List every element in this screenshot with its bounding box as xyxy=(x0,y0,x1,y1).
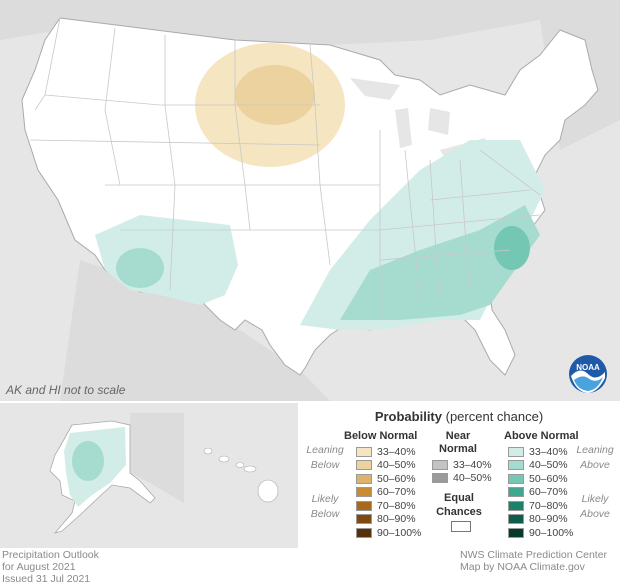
equal-chances-swatch xyxy=(451,521,471,532)
footer-title: Precipitation Outlook for August 2021 Is… xyxy=(2,549,99,585)
below-normal-item: 33–40% xyxy=(356,445,416,458)
above-normal-50-60-carolinas xyxy=(494,226,530,270)
mexico-land xyxy=(60,260,330,401)
outlook-title: Precipitation Outlook xyxy=(2,549,99,561)
above-normal-swatch xyxy=(508,446,524,457)
above-normal-label: 70–80% xyxy=(529,499,568,512)
below-normal-label: 40–50% xyxy=(377,459,416,471)
above-normal-label: 60–70% xyxy=(529,486,568,498)
below-normal-item: 80–90% xyxy=(356,513,416,526)
above-normal-item: 50–60% xyxy=(508,472,568,485)
below-normal-label: 50–60% xyxy=(377,472,416,485)
scale-note: AK and HI not to scale xyxy=(6,383,126,397)
below-normal-40-50 xyxy=(235,65,315,125)
below-normal-label: 80–90% xyxy=(377,513,416,525)
above-normal-item: 40–50% xyxy=(508,459,568,472)
near-normal-heading: Near Normal xyxy=(438,430,478,456)
below-normal-label: 90–100% xyxy=(377,526,422,539)
above-normal-item: 80–90% xyxy=(508,513,568,526)
likely-above-label: Likely Above xyxy=(570,492,620,522)
hawaii-islands xyxy=(203,447,279,503)
lake-superior xyxy=(350,78,400,100)
below-normal-swatch xyxy=(356,460,372,470)
likely-above-label-2: Above xyxy=(580,508,610,520)
below-normal-item: 40–50% xyxy=(356,459,416,472)
below-normal-label: 60–70% xyxy=(377,486,416,498)
conus-map xyxy=(21,17,599,401)
noaa-logo: NOAA xyxy=(569,355,607,393)
above-normal-item: 33–40% xyxy=(508,445,568,458)
noaa-logo-text: NOAA xyxy=(576,363,600,372)
below-normal-item: 90–100% xyxy=(356,526,421,539)
below-normal-item: 50–60% xyxy=(356,472,416,485)
credit-climate-gov: Map by NOAA Climate.gov xyxy=(460,561,585,573)
issued-date: Issued 31 Jul 2021 xyxy=(2,573,91,585)
above-normal-swatch xyxy=(508,460,524,470)
below-normal-item: 60–70% xyxy=(356,486,416,499)
near-normal-swatch xyxy=(432,459,448,470)
above-normal-item: 90–100% xyxy=(508,526,573,539)
below-normal-swatch xyxy=(356,473,372,484)
near-normal-heading-2: Normal xyxy=(439,443,477,455)
above-normal-label: 90–100% xyxy=(529,526,574,539)
equal-chances-label-2: Chances xyxy=(436,506,482,518)
leaning-above-label-1: Leaning xyxy=(576,444,614,456)
near-normal-swatch xyxy=(432,473,448,483)
below-normal-item: 70–80% xyxy=(356,499,416,512)
leaning-above-label-2: Above xyxy=(580,459,610,471)
lake-michigan xyxy=(395,108,412,148)
above-normal-40-50-arizona xyxy=(116,248,164,288)
near-normal-label: 40–50% xyxy=(453,472,492,484)
above-normal-item: 60–70% xyxy=(508,486,568,499)
legend: Probability (percent chance) Below Norma… xyxy=(298,403,620,548)
below-normal-label: 33–40% xyxy=(377,445,416,458)
alaska-inset xyxy=(0,403,184,548)
above-normal-label: 40–50% xyxy=(529,459,568,471)
above-normal-swatch xyxy=(508,473,524,484)
above-normal-swatch xyxy=(508,527,524,538)
likely-below-label-2: Below xyxy=(310,508,340,520)
legend-title: Probability (percent chance) xyxy=(298,409,620,424)
above-normal-label: 80–90% xyxy=(529,513,568,525)
near-normal-heading-1: Near xyxy=(445,430,471,442)
equal-chances-label: Equal Chances xyxy=(434,491,484,519)
lake-huron xyxy=(428,108,450,135)
near-normal-label: 33–40% xyxy=(453,458,492,471)
leaning-below-label-2: Below xyxy=(310,459,340,471)
panel-divider xyxy=(0,401,620,403)
footer: Precipitation Outlook for August 2021 Is… xyxy=(0,548,620,585)
above-normal-swatch xyxy=(508,514,524,524)
above-normal-swatch xyxy=(508,500,524,511)
near-normal-item: 33–40% xyxy=(432,458,492,471)
legend-title-bold: Probability xyxy=(374,409,442,424)
leaning-above-label: Leaning Above xyxy=(570,443,620,473)
above-normal-label: 50–60% xyxy=(529,472,568,485)
hawaii-inset xyxy=(186,403,296,548)
footer-credit: NWS Climate Prediction Center Map by NOA… xyxy=(460,549,618,573)
above-normal-40-50-southeast xyxy=(340,205,540,320)
likely-below-label: Likely Below xyxy=(300,492,350,522)
below-normal-swatch xyxy=(356,487,372,497)
above-normal-swatch xyxy=(508,487,524,497)
leaning-below-label-1: Leaning xyxy=(306,444,344,456)
below-normal-swatch xyxy=(356,500,372,511)
below-normal-swatch xyxy=(356,514,372,524)
below-normal-swatch xyxy=(356,446,372,457)
legend-title-rest: (percent chance) xyxy=(442,409,544,424)
credit-cpc: NWS Climate Prediction Center xyxy=(460,549,608,561)
below-normal-label: 70–80% xyxy=(377,499,416,512)
below-normal-heading: Below Normal xyxy=(344,430,418,442)
near-normal-item: 40–50% xyxy=(432,472,492,485)
likely-above-label-1: Likely xyxy=(581,493,609,505)
likely-below-label-1: Likely xyxy=(311,493,339,505)
above-normal-heading: Above Normal xyxy=(504,430,579,442)
below-normal-swatch xyxy=(356,527,372,538)
state-borders xyxy=(29,17,541,320)
equal-chances-label-1: Equal xyxy=(444,492,474,504)
leaning-below-label: Leaning Below xyxy=(300,443,350,473)
above-normal-label: 33–40% xyxy=(529,445,568,458)
outlook-period: for August 2021 xyxy=(2,561,76,573)
above-normal-item: 70–80% xyxy=(508,499,568,512)
